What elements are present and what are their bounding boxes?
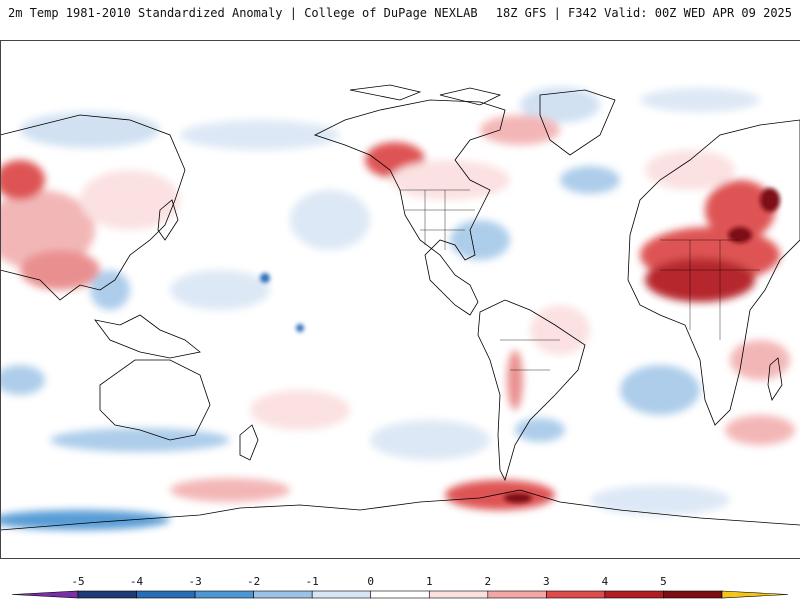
colorbar-segment bbox=[253, 590, 313, 599]
colorbar-segments bbox=[11, 590, 789, 599]
colorbar-segment bbox=[487, 590, 547, 599]
colorbar-labels: -5 -4 -3 -2 -1 0 1 2 3 4 5 bbox=[71, 575, 666, 588]
colorbar-segment bbox=[311, 590, 372, 599]
colorbar-segment bbox=[194, 590, 254, 599]
colorbar-segment bbox=[428, 590, 489, 599]
map-title: 2m Temp 1981-2010 Standardized Anomaly |… bbox=[8, 6, 478, 20]
colorbar-tick-label: -1 bbox=[306, 575, 319, 588]
colorbar-segment bbox=[604, 590, 664, 599]
colorbar-segment bbox=[546, 590, 606, 599]
colorbar-tick-label: 4 bbox=[602, 575, 609, 588]
colorbar-segment bbox=[77, 590, 137, 599]
colorbar-segment bbox=[370, 590, 430, 599]
model-run-info: 18Z GFS | F342 Valid: 00Z WED APR 09 202… bbox=[495, 6, 792, 20]
colorbar-segment bbox=[136, 590, 196, 599]
colorbar-segment bbox=[721, 590, 789, 599]
colorbar-tick-label: -4 bbox=[130, 575, 144, 588]
colorbar: -5 -4 -3 -2 -1 0 1 2 3 4 5 bbox=[11, 575, 789, 599]
colorbar-tick-label: 2 bbox=[485, 575, 492, 588]
colorbar-tick-label: 0 bbox=[367, 575, 374, 588]
colorbar-tick-label: -2 bbox=[247, 575, 260, 588]
colorbar-segment bbox=[663, 590, 723, 599]
colorbar-segment bbox=[11, 590, 79, 599]
colorbar-tick-label: 5 bbox=[660, 575, 667, 588]
colorbar-tick-label: 1 bbox=[426, 575, 433, 588]
anomaly-map bbox=[0, 40, 800, 558]
colorbar-tick-label: -5 bbox=[71, 575, 84, 588]
colorbar-tick-label: 3 bbox=[543, 575, 550, 588]
colorbar-tick-label: -3 bbox=[188, 575, 201, 588]
